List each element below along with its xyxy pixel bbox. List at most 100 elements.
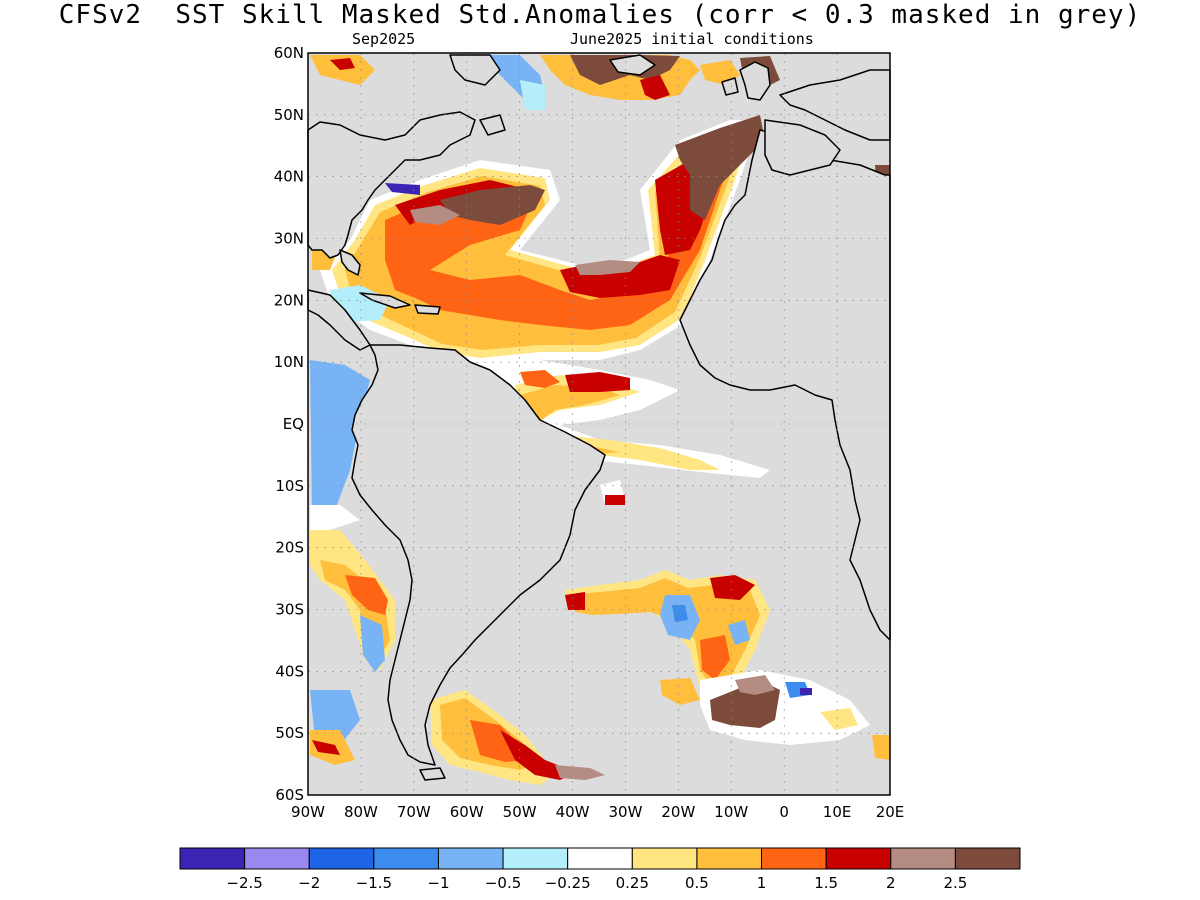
colorbar-swatch [437, 847, 504, 870]
lon-label: 60W [450, 803, 484, 821]
north-america [307, 111, 476, 259]
map-frame [307, 52, 891, 796]
lon-label: 10W [714, 803, 748, 821]
colorbar-tick-label: −0.25 [545, 874, 591, 892]
colorbar-tick-label: 2 [886, 874, 896, 892]
hispaniola [414, 304, 441, 315]
colorbar-tick-label: 0.25 [616, 874, 649, 892]
lat-label: 10S [275, 477, 304, 495]
patch-scentral-red [710, 575, 755, 600]
lat-label: 30S [275, 601, 304, 619]
lon-label: 20E [876, 803, 905, 821]
colorbar-tick-label: 1.5 [814, 874, 838, 892]
colorbar-swatch [890, 847, 956, 870]
lon-label: 20W [661, 803, 695, 821]
latitude-labels: 60N 50N 40N 30N 20N 10N EQ 10S 20S 30S 40S 50S 60S [274, 44, 304, 804]
longitude-labels: 90W 80W 70W 60W 50W 40W 30W 20W 10W 0 10E 20E [291, 803, 904, 821]
south-america [351, 344, 606, 766]
colorbar-tick-label: −1.5 [356, 874, 392, 892]
lon-label: 90W [291, 803, 325, 821]
colorbar-tick-label: 2.5 [943, 874, 967, 892]
gridlines [308, 53, 890, 795]
colorbar-tick-label: −2.5 [226, 874, 262, 892]
lon-label: 40W [556, 803, 590, 821]
iceland [609, 54, 656, 76]
lat-label: 40S [275, 662, 304, 680]
patch-natl-brown1 [675, 115, 765, 220]
colorbar-tick-label: −0.5 [485, 874, 521, 892]
map-title: CFSv2 SST Skill Masked Std.Anomalies (co… [58, 0, 1142, 30]
lon-label: 30W [608, 803, 642, 821]
colorbar-swatch [825, 847, 892, 870]
lon-label: 10E [823, 803, 852, 821]
colorbar-swatch [308, 847, 375, 870]
lat-label: 50S [275, 724, 304, 742]
antarctic-tip [419, 767, 446, 781]
patch-pacific-white [310, 505, 360, 530]
colorbar [179, 847, 1021, 870]
lat-label: 20N [274, 291, 304, 309]
initial-conditions: June2025 initial conditions [570, 30, 814, 48]
lat-label: 20S [275, 539, 304, 557]
patch-eq-darkorange [520, 370, 560, 388]
lon-label: 50W [503, 803, 537, 821]
colorbar-swatch [373, 847, 439, 870]
patch-se-darkblue [800, 688, 812, 695]
patch-se-orange [660, 678, 700, 705]
colorbar-tick-label: 1 [757, 874, 767, 892]
lon-label: 0 [779, 803, 789, 821]
colorbar-tick-label: −1 [427, 874, 449, 892]
lat-label: 50N [274, 106, 304, 124]
patch-pacific-blue [310, 360, 370, 515]
british-isles [739, 61, 771, 101]
forecast-month: Sep2025 [352, 30, 416, 48]
cuba [359, 292, 411, 309]
patch-natl-lightbrown2 [410, 205, 460, 225]
patch-scentral-darkorange [700, 635, 730, 680]
lat-label: 60S [275, 786, 304, 804]
land [307, 54, 891, 781]
europe [779, 69, 891, 141]
lat-label: 40N [274, 168, 304, 186]
lon-label: 70W [397, 803, 431, 821]
colorbar-swatch [696, 847, 763, 870]
lat-label: 30N [274, 230, 304, 248]
iberia [764, 119, 841, 176]
colorbar-swatch [179, 847, 246, 870]
patch-se-lightbrown [735, 675, 775, 695]
patch-labrador-red [330, 58, 355, 70]
colorbar-tick-label: −2 [298, 874, 320, 892]
ireland [721, 77, 739, 96]
anomaly-patches [310, 55, 890, 785]
colorbar-swatch [244, 847, 310, 870]
patch-sa-darkorange1 [345, 575, 388, 615]
lat-label: 10N [274, 353, 304, 371]
colorbar-swatch [631, 847, 698, 870]
patch-europe-orange [700, 60, 740, 85]
florida [339, 249, 361, 276]
patch-natl-brown2 [440, 185, 545, 225]
colorbar-swatch [502, 847, 569, 870]
greenland-tip [449, 54, 501, 86]
colorbar-tick-label: 0.5 [685, 874, 709, 892]
colorbar-swatch [761, 847, 827, 870]
patch-north-lightblue [520, 80, 545, 110]
patch-scentral-blue3 [728, 620, 750, 645]
patch-se-cape [872, 735, 890, 760]
patch-eq-red [565, 372, 630, 392]
patch-gulf-blue [385, 183, 420, 195]
lat-label: EQ [283, 415, 304, 433]
newfoundland [479, 114, 506, 136]
patch-labrador-orange [310, 55, 375, 85]
patch-falkland-brown [555, 765, 605, 780]
patch-se-yellow [820, 708, 858, 730]
patch-scentral-red2 [565, 592, 585, 610]
central-america [307, 289, 371, 351]
patch-sa-red2 [312, 740, 340, 755]
patch-natl-lightbrown [575, 260, 640, 275]
patch-scentral-red3 [605, 495, 625, 505]
lat-label: 60N [274, 44, 304, 62]
colorbar-swatch [954, 847, 1021, 870]
patch-sa-blue1 [360, 615, 385, 672]
colorbar-swatch [567, 847, 633, 870]
